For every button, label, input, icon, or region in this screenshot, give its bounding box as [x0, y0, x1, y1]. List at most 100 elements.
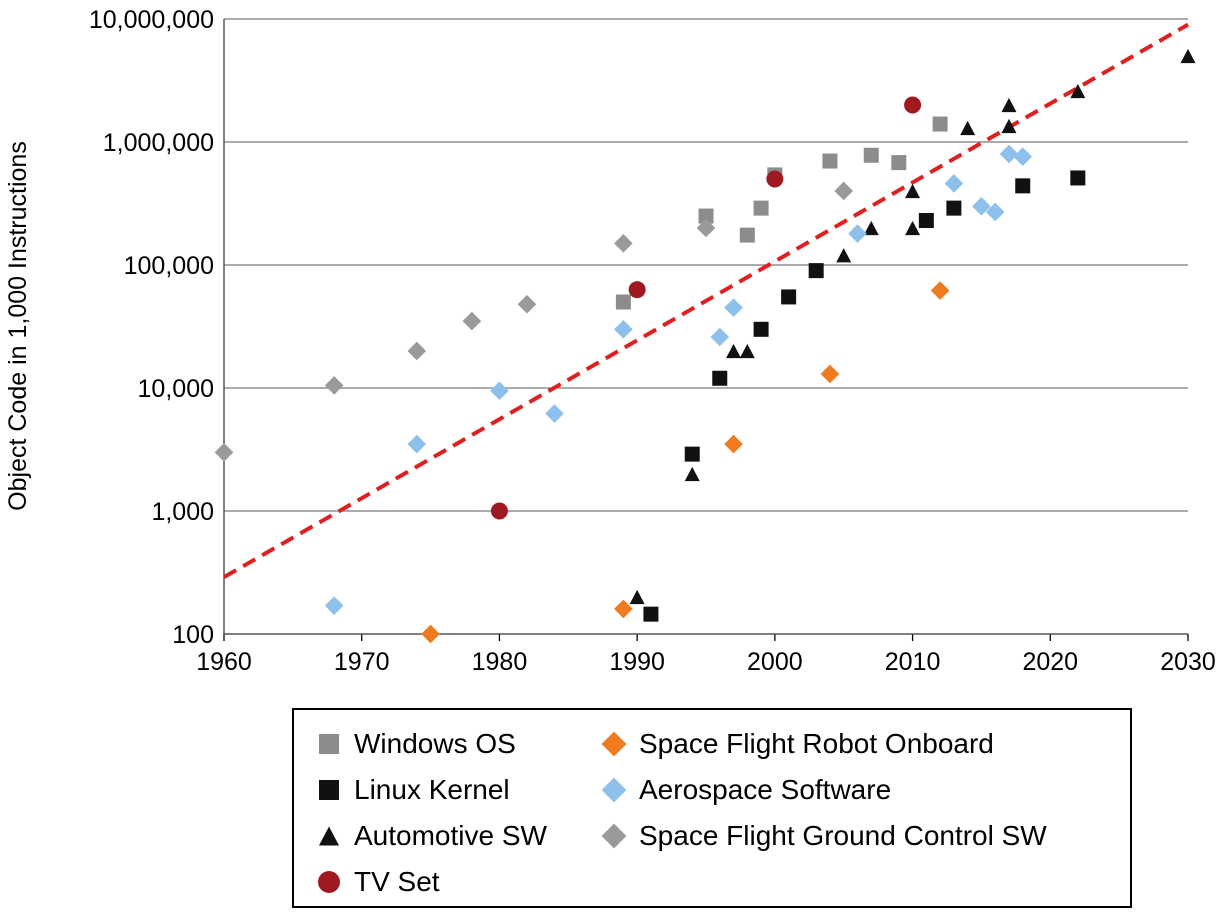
data-point: [545, 404, 564, 423]
data-point: [421, 624, 440, 644]
data-point: [1013, 147, 1033, 166]
x-tick-label: 2030: [1160, 648, 1216, 676]
data-point: [822, 153, 838, 169]
legend-item: TV Set: [314, 862, 440, 902]
data-point: [490, 502, 508, 520]
data-point: [629, 589, 645, 605]
tick-labels: 100 1,000 10,000 100,000 1,000,000 10,000,000…: [89, 6, 1216, 676]
data-point: [836, 248, 852, 263]
data-point: [918, 213, 934, 229]
data-point: [781, 289, 797, 305]
data-point: [972, 197, 991, 216]
legend-marker: [599, 821, 629, 851]
x-tick-label: 1990: [609, 648, 665, 676]
data-point: [724, 298, 743, 317]
x-tick-label: 1960: [196, 648, 252, 676]
data-point: [710, 327, 730, 347]
legend-item: Space Flight Ground Control SW: [599, 816, 1047, 856]
data-point: [739, 227, 755, 243]
legend-marker-shape: [319, 734, 339, 754]
series-space-flight-ground-control-sw: [214, 181, 854, 462]
series-aerospace-software: [324, 144, 1033, 615]
y-tick-label: 100,000: [124, 252, 214, 280]
legend-marker: [314, 821, 344, 851]
data-point: [407, 434, 427, 454]
legend-marker-shape: [601, 731, 627, 757]
data-point: [739, 343, 755, 359]
data-point: [214, 443, 234, 462]
data-point: [614, 234, 633, 253]
x-tick-label: 2020: [1022, 648, 1078, 676]
data-point: [863, 147, 879, 163]
legend: Windows OS Linux Kernel Automotive SW TV Se…: [292, 708, 1132, 908]
legend-label: Windows OS: [354, 728, 516, 759]
legend-marker-shape: [319, 826, 339, 846]
series-windows-os: [615, 116, 948, 310]
x-tick-label: 2000: [747, 648, 803, 676]
legend-label: Space Flight Ground Control SW: [639, 820, 1047, 851]
data-point: [615, 294, 631, 310]
data-point: [808, 263, 824, 279]
legend-marker: [314, 775, 344, 805]
legend-label: TV Set: [354, 866, 440, 897]
data-point: [407, 341, 427, 361]
series-automotive-sw: [629, 48, 1196, 605]
data-point: [462, 311, 482, 331]
data-point: [698, 208, 714, 224]
data-point: [820, 364, 840, 384]
legend-marker: [599, 775, 629, 805]
series-tv-set: [490, 96, 922, 520]
data-point: [932, 116, 948, 132]
data-point: [905, 183, 921, 199]
data-point: [1070, 83, 1086, 99]
legend-marker-shape: [601, 823, 627, 849]
data-point: [753, 200, 769, 216]
data-point: [930, 281, 950, 300]
data-point: [1015, 178, 1031, 194]
data-point: [848, 224, 867, 243]
legend-marker: [599, 729, 629, 759]
x-tick-label: 1980: [472, 648, 528, 676]
data-point: [628, 281, 646, 299]
data-point: [712, 370, 728, 386]
data-point: [904, 96, 922, 114]
y-tick-label: 10,000: [138, 375, 214, 403]
data-point: [960, 120, 976, 136]
data-point: [999, 144, 1019, 164]
data-point: [944, 174, 964, 193]
data-point: [1070, 170, 1086, 186]
legend-item: Linux Kernel: [314, 770, 510, 810]
data-point: [863, 220, 879, 236]
trend-line-segment: [223, 22, 1189, 579]
legend-item: Windows OS: [314, 724, 516, 764]
data-point: [985, 202, 1005, 222]
data-point: [324, 596, 344, 615]
data-point: [696, 218, 716, 238]
legend-label: Space Flight Robot Onboard: [639, 728, 994, 759]
series-linux-kernel: [643, 170, 1086, 622]
data-point: [1001, 118, 1017, 134]
scatter-chart: 100 1,000 10,000 100,000 1,000,000 10,000,000…: [4, 6, 1216, 676]
legend-label: Automotive SW: [354, 820, 547, 851]
data-point: [1180, 48, 1196, 64]
y-axis-title: Object Code in 1,000 Instructions: [4, 141, 32, 511]
data-point: [1001, 97, 1017, 113]
y-tick-label: 100: [172, 621, 214, 649]
data-point: [324, 376, 344, 395]
legend-label: Aerospace Software: [639, 774, 892, 805]
legend-marker-shape: [601, 777, 627, 803]
data-points: [214, 48, 1196, 644]
y-tick-label: 1,000,000: [103, 129, 214, 157]
data-point: [724, 434, 743, 454]
axes: [223, 19, 1189, 641]
data-point: [753, 321, 769, 337]
data-point: [684, 446, 700, 462]
legend-marker-shape: [318, 871, 340, 893]
data-point: [834, 181, 854, 201]
data-point: [726, 343, 742, 359]
data-point: [614, 320, 633, 339]
data-point: [905, 220, 921, 236]
data-point: [891, 155, 907, 171]
trend-line: [223, 22, 1189, 579]
x-tick-label: 1970: [334, 648, 390, 676]
